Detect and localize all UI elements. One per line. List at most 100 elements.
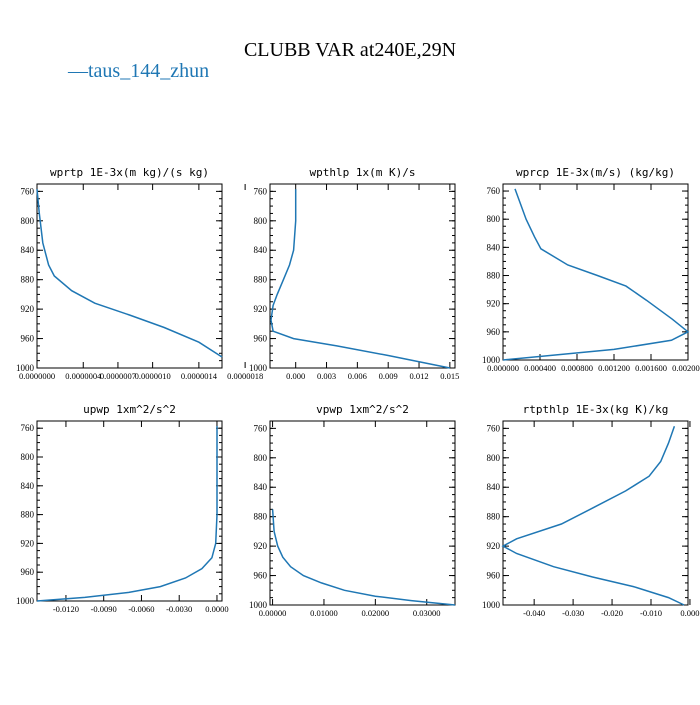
y-tick-label: 760 [254, 423, 268, 433]
x-tick-label: -0.0060 [128, 604, 154, 614]
y-tick-label: 880 [254, 275, 268, 285]
y-tick-label: 760 [21, 186, 35, 196]
y-tick-label: 1000 [16, 363, 35, 373]
chart-panel-5: vpwp 1xm^2/s^2 760 800 840 880 920 960 10000.00… [249, 403, 456, 618]
x-tick-label: -0.0090 [91, 604, 117, 614]
chart-panel-6: rtpthlp 1E-3x(kg K)/kg 760 800 840 880 920 960… [482, 403, 700, 618]
y-tick-label: 1000 [249, 600, 268, 610]
chart-panel-4: upwp 1xm^2/s^2 760 800 840 880 920 960 1000 -0.0… [16, 403, 229, 614]
panel-title: rtpthlp 1E-3x(kg K)/kg [523, 403, 669, 416]
y-tick-label: 760 [21, 423, 35, 433]
y-tick-label: 880 [254, 512, 268, 522]
x-tick-label: 0.009 [379, 371, 398, 381]
series-line [270, 189, 451, 369]
x-tick-label: 0.000800 [561, 363, 593, 373]
panel-title: upwp 1xm^2/s^2 [83, 403, 176, 416]
x-tick-label: 0.000000 [487, 363, 519, 373]
y-tick-label: 760 [254, 186, 268, 196]
y-tick-label: 800 [487, 453, 501, 463]
y-tick-label: 920 [21, 538, 35, 548]
x-tick-label: 0.001200 [598, 363, 630, 373]
y-tick-label: 880 [21, 510, 35, 520]
y-tick-label: 960 [254, 571, 268, 581]
x-tick-label: 0.03000 [413, 608, 441, 618]
y-tick-label: 880 [21, 275, 35, 285]
y-tick-label: 960 [487, 571, 501, 581]
series-line [501, 425, 685, 606]
panel-title: wprcp 1E-3x(m/s) (kg/kg) [516, 166, 675, 179]
y-tick-label: 960 [21, 567, 35, 577]
x-tick-label: 0.0000007 [100, 371, 136, 381]
y-tick-label: 840 [21, 481, 35, 491]
plot-frame [36, 183, 223, 369]
panel-title: vpwp 1xm^2/s^2 [316, 403, 409, 416]
y-tick-label: 840 [254, 245, 268, 255]
x-tick-label: -0.030 [562, 608, 584, 618]
y-tick-label: 760 [487, 423, 501, 433]
y-tick-label: 920 [487, 541, 501, 551]
y-tick-label: 960 [254, 334, 268, 344]
series-line [36, 426, 218, 602]
plot-frame [269, 420, 456, 606]
chart-panel-3: wprcp 1E-3x(m/s) (kg/kg) 760 800 840 880 920 9… [482, 166, 700, 373]
x-tick-label: 0.003 [317, 371, 336, 381]
y-tick-label: 960 [487, 327, 501, 337]
y-tick-label: 920 [487, 299, 501, 309]
y-tick-label: 840 [487, 242, 501, 252]
plot-frame [269, 183, 456, 369]
series-line [36, 189, 223, 358]
x-tick-label: -0.040 [523, 608, 545, 618]
x-tick-label: 0.0000000 [19, 371, 55, 381]
x-tick-label: -0.020 [601, 608, 623, 618]
x-tick-label: 0.000400 [524, 363, 556, 373]
y-tick-label: 840 [254, 482, 268, 492]
y-tick-label: 1000 [16, 596, 35, 606]
chart-panel-2: wpthlp 1x(m K)/s 760 800 840 880 920 960 1000 0.… [249, 166, 459, 381]
y-tick-label: 1000 [482, 600, 501, 610]
y-tick-label: 880 [487, 512, 501, 522]
x-tick-label: 0.000 [680, 608, 699, 618]
x-tick-label: 0.002000 [672, 363, 700, 373]
legend-label: taus_144_zhun [88, 60, 209, 82]
x-tick-label: 0.0000 [205, 604, 228, 614]
chart-panel-1: wprtp 1E-3x(m kg)/(s kg) 760 800 840 880 920 9… [16, 166, 263, 381]
plot-frame [502, 420, 689, 606]
series-line [502, 188, 690, 361]
plot-frame [36, 420, 223, 602]
x-tick-label: -0.010 [640, 608, 662, 618]
y-tick-label: 920 [254, 541, 268, 551]
y-tick-label: 760 [487, 186, 501, 196]
y-tick-label: 840 [487, 482, 501, 492]
x-tick-label: 0.0000014 [181, 371, 218, 381]
x-tick-label: 0.012 [409, 371, 428, 381]
x-tick-label: 0.0000004 [65, 371, 102, 381]
figure-title: CLUBB VAR at240E,29N [244, 39, 456, 61]
x-tick-label: 0.006 [348, 371, 367, 381]
legend-line-glyph: — [67, 60, 89, 82]
y-tick-label: 1000 [249, 363, 268, 373]
y-tick-label: 800 [487, 214, 501, 224]
x-tick-label: -0.0120 [53, 604, 79, 614]
x-tick-label: 0.0000010 [135, 371, 171, 381]
y-tick-label: 920 [254, 304, 268, 314]
y-tick-label: 800 [21, 216, 35, 226]
y-tick-label: 960 [21, 334, 35, 344]
y-tick-label: 800 [21, 452, 35, 462]
x-tick-label: 0.0000018 [227, 371, 263, 381]
panel-title: wprtp 1E-3x(m kg)/(s kg) [50, 166, 209, 179]
plot-frame [502, 183, 689, 361]
x-tick-label: 0.001600 [635, 363, 667, 373]
y-tick-label: 1000 [482, 355, 501, 365]
x-tick-label: 0.00000 [259, 608, 287, 618]
x-tick-label: 0.000 [286, 371, 305, 381]
x-tick-label: -0.0030 [166, 604, 192, 614]
x-tick-label: 0.015 [440, 371, 459, 381]
y-tick-label: 800 [254, 216, 268, 226]
panel-title: wpthlp 1x(m K)/s [310, 166, 416, 179]
y-tick-label: 880 [487, 271, 501, 281]
y-tick-label: 840 [21, 245, 35, 255]
x-tick-label: 0.01000 [310, 608, 338, 618]
y-tick-label: 920 [21, 304, 35, 314]
x-tick-label: 0.02000 [362, 608, 390, 618]
